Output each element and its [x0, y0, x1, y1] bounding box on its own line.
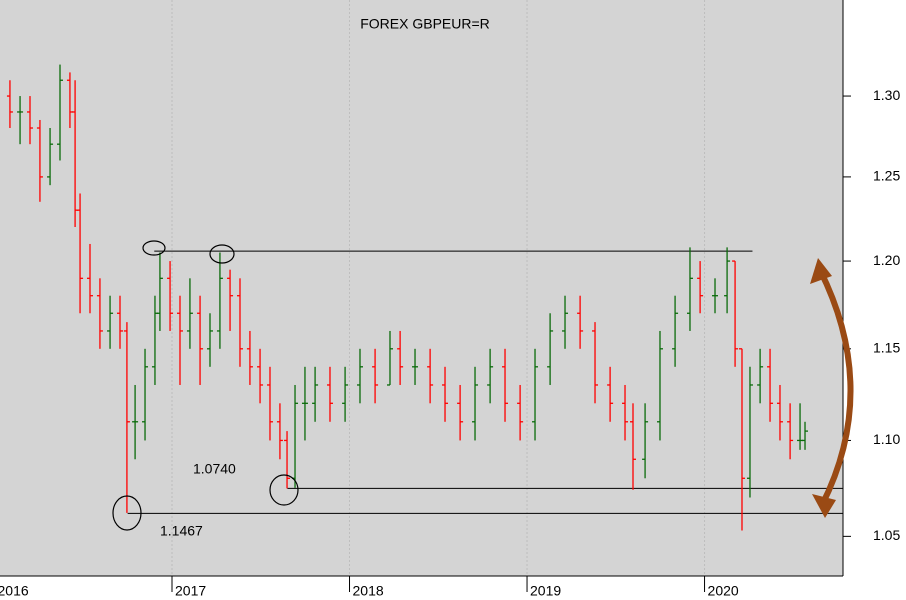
y-tick-label: 1.15 [873, 340, 900, 356]
x-tick-label: 2019 [530, 583, 561, 599]
y-tick-label: 1.20 [873, 252, 900, 268]
y-tick-label: 1.30 [873, 87, 900, 103]
chart-title: FOREX GBPEUR=R [360, 16, 490, 32]
highlight-ellipse [112, 495, 142, 531]
highlight-ellipse [142, 240, 166, 256]
range-arrow [817, 268, 854, 507]
y-tick-label: 1.05 [873, 527, 900, 543]
arrow-head [810, 258, 832, 284]
y-tick-label: 1.25 [873, 168, 900, 184]
y-tick-label: 1.10 [873, 431, 900, 447]
annotation: 1.0740 [193, 461, 236, 477]
highlight-ellipse [209, 244, 235, 264]
plot-background [0, 0, 843, 576]
highlight-ellipse [269, 474, 299, 506]
x-tick-label: 2017 [175, 583, 206, 599]
arrow-head [812, 494, 836, 518]
x-tick-label: 2020 [708, 583, 739, 599]
x-tick-label: 2016 [0, 583, 29, 599]
annotation: 1.1467 [160, 523, 203, 539]
x-tick-label: 2018 [353, 583, 384, 599]
